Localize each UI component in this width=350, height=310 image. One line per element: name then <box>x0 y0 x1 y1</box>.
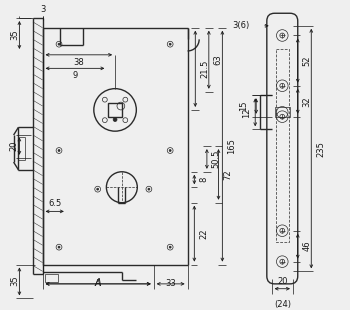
Text: A: A <box>95 279 101 288</box>
Text: 20: 20 <box>9 141 18 151</box>
Text: 3(6): 3(6) <box>232 21 250 30</box>
Text: 35: 35 <box>10 276 19 286</box>
Circle shape <box>169 43 171 45</box>
Text: 35: 35 <box>10 29 19 40</box>
Text: 12: 12 <box>242 107 251 117</box>
Text: 52: 52 <box>303 55 312 66</box>
Circle shape <box>169 246 171 248</box>
Text: 15: 15 <box>239 101 248 111</box>
Circle shape <box>169 149 171 152</box>
Text: 46: 46 <box>303 241 312 251</box>
Text: (24): (24) <box>274 300 291 309</box>
Text: 22: 22 <box>199 228 208 239</box>
Text: 165: 165 <box>227 138 236 154</box>
Circle shape <box>148 188 150 190</box>
Text: 8: 8 <box>199 177 208 182</box>
Text: 32: 32 <box>303 96 312 107</box>
Circle shape <box>58 43 60 45</box>
Text: 235: 235 <box>316 141 325 157</box>
Circle shape <box>58 246 60 248</box>
Text: 33: 33 <box>165 279 176 288</box>
Circle shape <box>113 117 117 122</box>
Bar <box>108 103 122 117</box>
Text: 3: 3 <box>40 5 45 14</box>
Text: 72: 72 <box>223 169 232 180</box>
Text: 20: 20 <box>277 277 288 286</box>
Circle shape <box>58 149 60 152</box>
Text: 38: 38 <box>74 58 84 67</box>
Text: A: A <box>95 278 102 288</box>
Text: 6.5: 6.5 <box>48 200 61 209</box>
Text: 63: 63 <box>214 54 223 65</box>
Bar <box>275 49 289 242</box>
Text: 21.5: 21.5 <box>200 60 209 78</box>
Text: 50.5: 50.5 <box>212 150 221 168</box>
Bar <box>44 274 58 282</box>
Text: 9: 9 <box>72 71 78 80</box>
Bar <box>274 108 290 117</box>
Circle shape <box>97 188 99 190</box>
